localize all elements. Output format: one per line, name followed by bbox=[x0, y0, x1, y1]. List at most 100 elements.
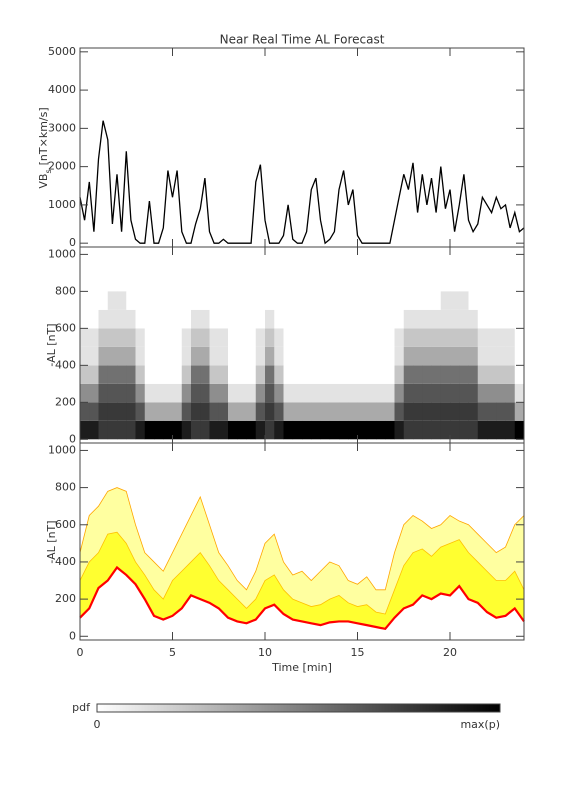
heat-cell bbox=[292, 346, 303, 366]
heat-cell bbox=[302, 346, 312, 366]
heat-cell bbox=[376, 328, 386, 347]
heat-cell bbox=[413, 291, 423, 310]
heat-cell bbox=[320, 291, 331, 310]
heat-cell bbox=[218, 365, 229, 384]
heat-cell bbox=[320, 383, 331, 403]
colorbar-min: 0 bbox=[94, 718, 101, 731]
heat-cell bbox=[200, 291, 210, 310]
heat-cell bbox=[292, 402, 303, 421]
heat-cell bbox=[366, 365, 377, 384]
heat-cell bbox=[237, 309, 247, 329]
heat-cell bbox=[246, 383, 257, 403]
heat-cell bbox=[107, 291, 118, 310]
heat-cell bbox=[274, 402, 284, 421]
heat-cell bbox=[440, 309, 451, 329]
median-line bbox=[79, 565, 525, 631]
heat-cell bbox=[329, 365, 340, 384]
heat-cell bbox=[274, 309, 284, 329]
heat-cell bbox=[505, 365, 516, 384]
heat-cell bbox=[200, 328, 210, 347]
heat-cell bbox=[459, 365, 469, 384]
heat-cell bbox=[274, 346, 284, 366]
colorbar bbox=[96, 703, 501, 713]
heat-cell bbox=[348, 383, 358, 403]
heat-cell bbox=[385, 383, 395, 403]
heat-cell bbox=[135, 420, 146, 440]
heat-cell bbox=[311, 346, 321, 366]
heat-cell bbox=[431, 346, 442, 366]
heat-cell bbox=[126, 402, 136, 421]
heat-cell bbox=[440, 291, 451, 310]
heat-cell bbox=[459, 420, 469, 440]
heat-cell bbox=[496, 383, 506, 403]
heat-cell bbox=[385, 420, 395, 440]
heat-cell bbox=[496, 365, 506, 384]
heat-cell bbox=[237, 365, 247, 384]
heat-cell bbox=[237, 383, 247, 403]
heat-cell bbox=[431, 402, 442, 421]
heat-cell bbox=[89, 402, 99, 421]
heat-cell bbox=[422, 309, 432, 329]
heat-cell bbox=[246, 309, 257, 329]
y-tick-label: 0 bbox=[69, 629, 76, 642]
heat-cell bbox=[274, 365, 284, 384]
heat-cell bbox=[477, 309, 488, 329]
heat-cell bbox=[302, 328, 312, 347]
heat-cell bbox=[218, 309, 229, 329]
heat-cell bbox=[144, 328, 155, 347]
heat-cell bbox=[283, 365, 294, 384]
heat-cell bbox=[394, 383, 405, 403]
x-tick-label: 5 bbox=[169, 646, 176, 659]
y-tick-label: 1000 bbox=[48, 198, 76, 211]
heat-cell bbox=[320, 346, 331, 366]
heat-cell bbox=[292, 365, 303, 384]
heat-cell bbox=[126, 365, 136, 384]
heat-cell bbox=[209, 328, 220, 347]
heat-cell bbox=[320, 402, 331, 421]
heat-cell bbox=[163, 365, 173, 384]
heat-cell bbox=[459, 291, 469, 310]
heat-cell bbox=[181, 328, 192, 347]
heat-cell bbox=[468, 402, 479, 421]
heat-cell bbox=[209, 402, 220, 421]
heat-cell bbox=[191, 328, 201, 347]
heat-cell bbox=[357, 365, 368, 384]
heat-cell bbox=[181, 309, 192, 329]
data-line bbox=[79, 120, 525, 245]
heat-cell bbox=[302, 291, 312, 310]
heat-cell bbox=[117, 291, 127, 310]
heat-cell bbox=[107, 420, 118, 440]
heat-cell bbox=[191, 365, 201, 384]
heat-cell bbox=[422, 383, 432, 403]
heat-cell bbox=[172, 365, 183, 384]
heat-cell bbox=[80, 346, 90, 366]
heat-cell bbox=[126, 346, 136, 366]
heat-cell bbox=[450, 365, 460, 384]
heat-cell bbox=[117, 420, 127, 440]
heat-cell bbox=[228, 365, 238, 384]
heat-cell bbox=[468, 346, 479, 366]
y-tick-label: 1000 bbox=[48, 443, 76, 456]
heat-cell bbox=[218, 383, 229, 403]
heat-cell bbox=[283, 328, 294, 347]
y-tick-label: 600 bbox=[55, 321, 76, 334]
heat-cell bbox=[487, 291, 497, 310]
heat-cell bbox=[348, 328, 358, 347]
heat-cell bbox=[422, 291, 432, 310]
heat-cell bbox=[450, 291, 460, 310]
heat-cell bbox=[311, 383, 321, 403]
heat-cell bbox=[98, 309, 109, 329]
heat-cell bbox=[80, 383, 90, 403]
x-tick-label: 15 bbox=[351, 646, 365, 659]
heat-cell bbox=[496, 309, 506, 329]
heat-cell bbox=[154, 309, 164, 329]
heat-cell bbox=[89, 420, 99, 440]
y-tick-label: 0 bbox=[69, 432, 76, 445]
band-edge bbox=[79, 487, 525, 591]
heat-cell bbox=[376, 365, 386, 384]
heat-cell bbox=[135, 346, 146, 366]
heat-cell bbox=[98, 420, 109, 440]
heat-cell bbox=[403, 291, 414, 310]
heat-cell bbox=[477, 291, 488, 310]
heat-cell bbox=[348, 346, 358, 366]
